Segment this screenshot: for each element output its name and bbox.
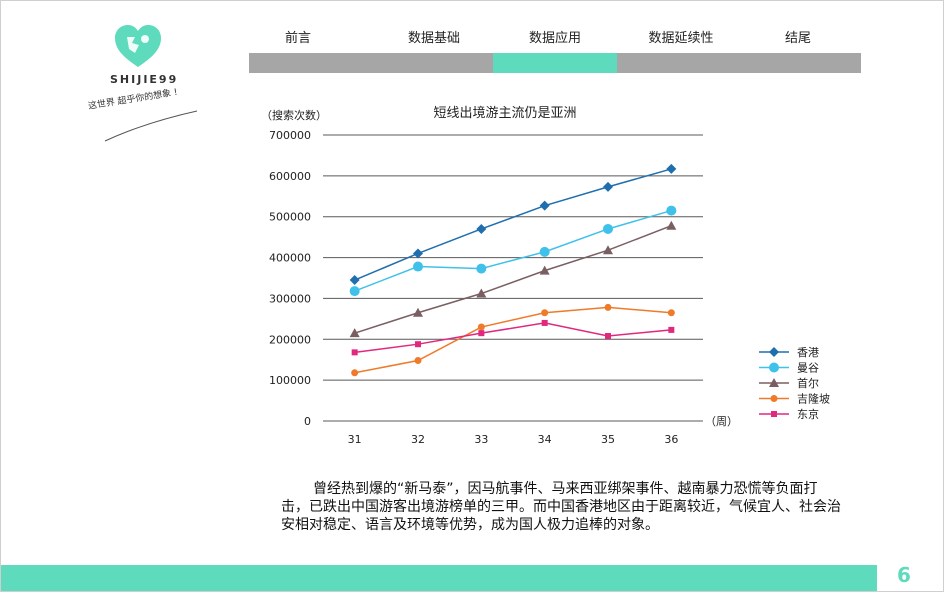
legend-label: 吉隆坡	[797, 392, 830, 406]
chart-title: 短线出境游主流仍是亚洲	[433, 106, 576, 121]
x-tick-label: 33	[474, 433, 488, 446]
x-axis-label: （周）	[705, 415, 738, 428]
data-point	[603, 223, 613, 234]
legend-marker	[770, 395, 778, 402]
data-point	[478, 330, 485, 337]
series-0	[349, 163, 677, 286]
data-point	[476, 263, 487, 274]
data-point	[541, 309, 549, 317]
tab-data-basics[interactable]: 数据基础	[407, 31, 460, 46]
body-paragraph: 曾经热到爆的“新马泰”，因马航事件、马来西亚绑架事件、越南暴力恐慌等负面打击，已…	[281, 481, 841, 533]
legend-item: 首尔	[759, 376, 819, 390]
data-point	[476, 223, 487, 234]
legend-marker	[771, 411, 777, 417]
logo-swoosh	[104, 110, 198, 142]
data-point	[539, 200, 550, 211]
legend-marker	[769, 378, 779, 387]
legend-marker	[769, 347, 779, 357]
x-tick-label: 34	[538, 433, 552, 446]
tab-data-continuity[interactable]: 数据延续性	[648, 31, 714, 46]
data-point	[603, 181, 613, 192]
logo-heart-icon	[115, 25, 161, 67]
legend-label: 曼谷	[797, 362, 819, 375]
line-chart: 短线出境游主流仍是亚洲 （搜索次数） （周） 700000 600000 50000…	[261, 106, 830, 446]
legend-item: 香港	[759, 346, 819, 359]
legend-label: 香港	[797, 346, 819, 359]
y-tick-label: 0	[304, 415, 311, 428]
logo: SHIJIE99 这世界 超乎你的想象 !	[87, 23, 217, 143]
series-1	[349, 205, 677, 297]
legend-item: 东京	[759, 407, 819, 421]
data-point	[349, 286, 360, 297]
legend-marker	[769, 362, 779, 373]
legend-item: 曼谷	[759, 362, 819, 375]
data-point	[605, 333, 611, 340]
data-point	[415, 341, 421, 348]
x-tick-label: 36	[664, 433, 678, 446]
x-tick-label: 32	[411, 433, 425, 446]
data-point	[349, 328, 360, 338]
y-tick-label: 500000	[269, 211, 311, 224]
data-point	[603, 245, 613, 255]
x-tick-label: 31	[348, 433, 362, 446]
data-point	[667, 309, 675, 317]
data-point	[349, 275, 360, 286]
tab-preface[interactable]: 前言	[284, 31, 311, 46]
x-tick-label: 35	[601, 433, 615, 446]
data-point	[539, 265, 550, 275]
y-tick-label: 600000	[269, 170, 311, 183]
series-4	[351, 319, 675, 356]
data-point	[477, 323, 485, 331]
series-line	[354, 168, 672, 281]
series-2	[349, 220, 677, 338]
top-nav: 前言 数据基础 数据应用 数据延续性 结尾	[249, 27, 861, 73]
nav-active-indicator	[493, 53, 617, 73]
y-axis-label: （搜索次数）	[261, 108, 327, 122]
data-point	[351, 369, 359, 377]
legend-label: 东京	[797, 407, 819, 421]
data-point	[668, 326, 675, 333]
y-tick-label: 100000	[269, 374, 311, 387]
data-point	[666, 205, 677, 216]
data-point	[476, 288, 487, 298]
data-point	[541, 319, 548, 326]
y-tick-label: 700000	[269, 129, 311, 142]
legend-label: 首尔	[797, 376, 819, 390]
data-point	[666, 163, 677, 174]
footer-bar	[1, 565, 877, 591]
data-point	[414, 357, 422, 365]
data-point	[539, 246, 550, 257]
logo-name: SHIJIE99	[110, 73, 179, 86]
tab-data-application[interactable]: 数据应用	[528, 31, 581, 46]
y-tick-label: 300000	[269, 292, 311, 305]
y-tick-label: 200000	[269, 333, 311, 346]
series-line	[354, 225, 672, 334]
data-point	[666, 220, 677, 230]
y-tick-label: 400000	[269, 252, 311, 265]
data-point	[413, 248, 423, 259]
data-point	[413, 261, 423, 272]
tab-ending[interactable]: 结尾	[784, 31, 811, 46]
series-line	[354, 209, 672, 292]
series-3	[351, 303, 675, 377]
page-number: 6	[897, 563, 911, 587]
series-line	[354, 306, 672, 374]
data-point	[413, 307, 423, 317]
data-point	[351, 349, 358, 356]
legend-item: 吉隆坡	[759, 392, 830, 406]
data-point	[604, 303, 612, 311]
series-line	[354, 322, 672, 354]
